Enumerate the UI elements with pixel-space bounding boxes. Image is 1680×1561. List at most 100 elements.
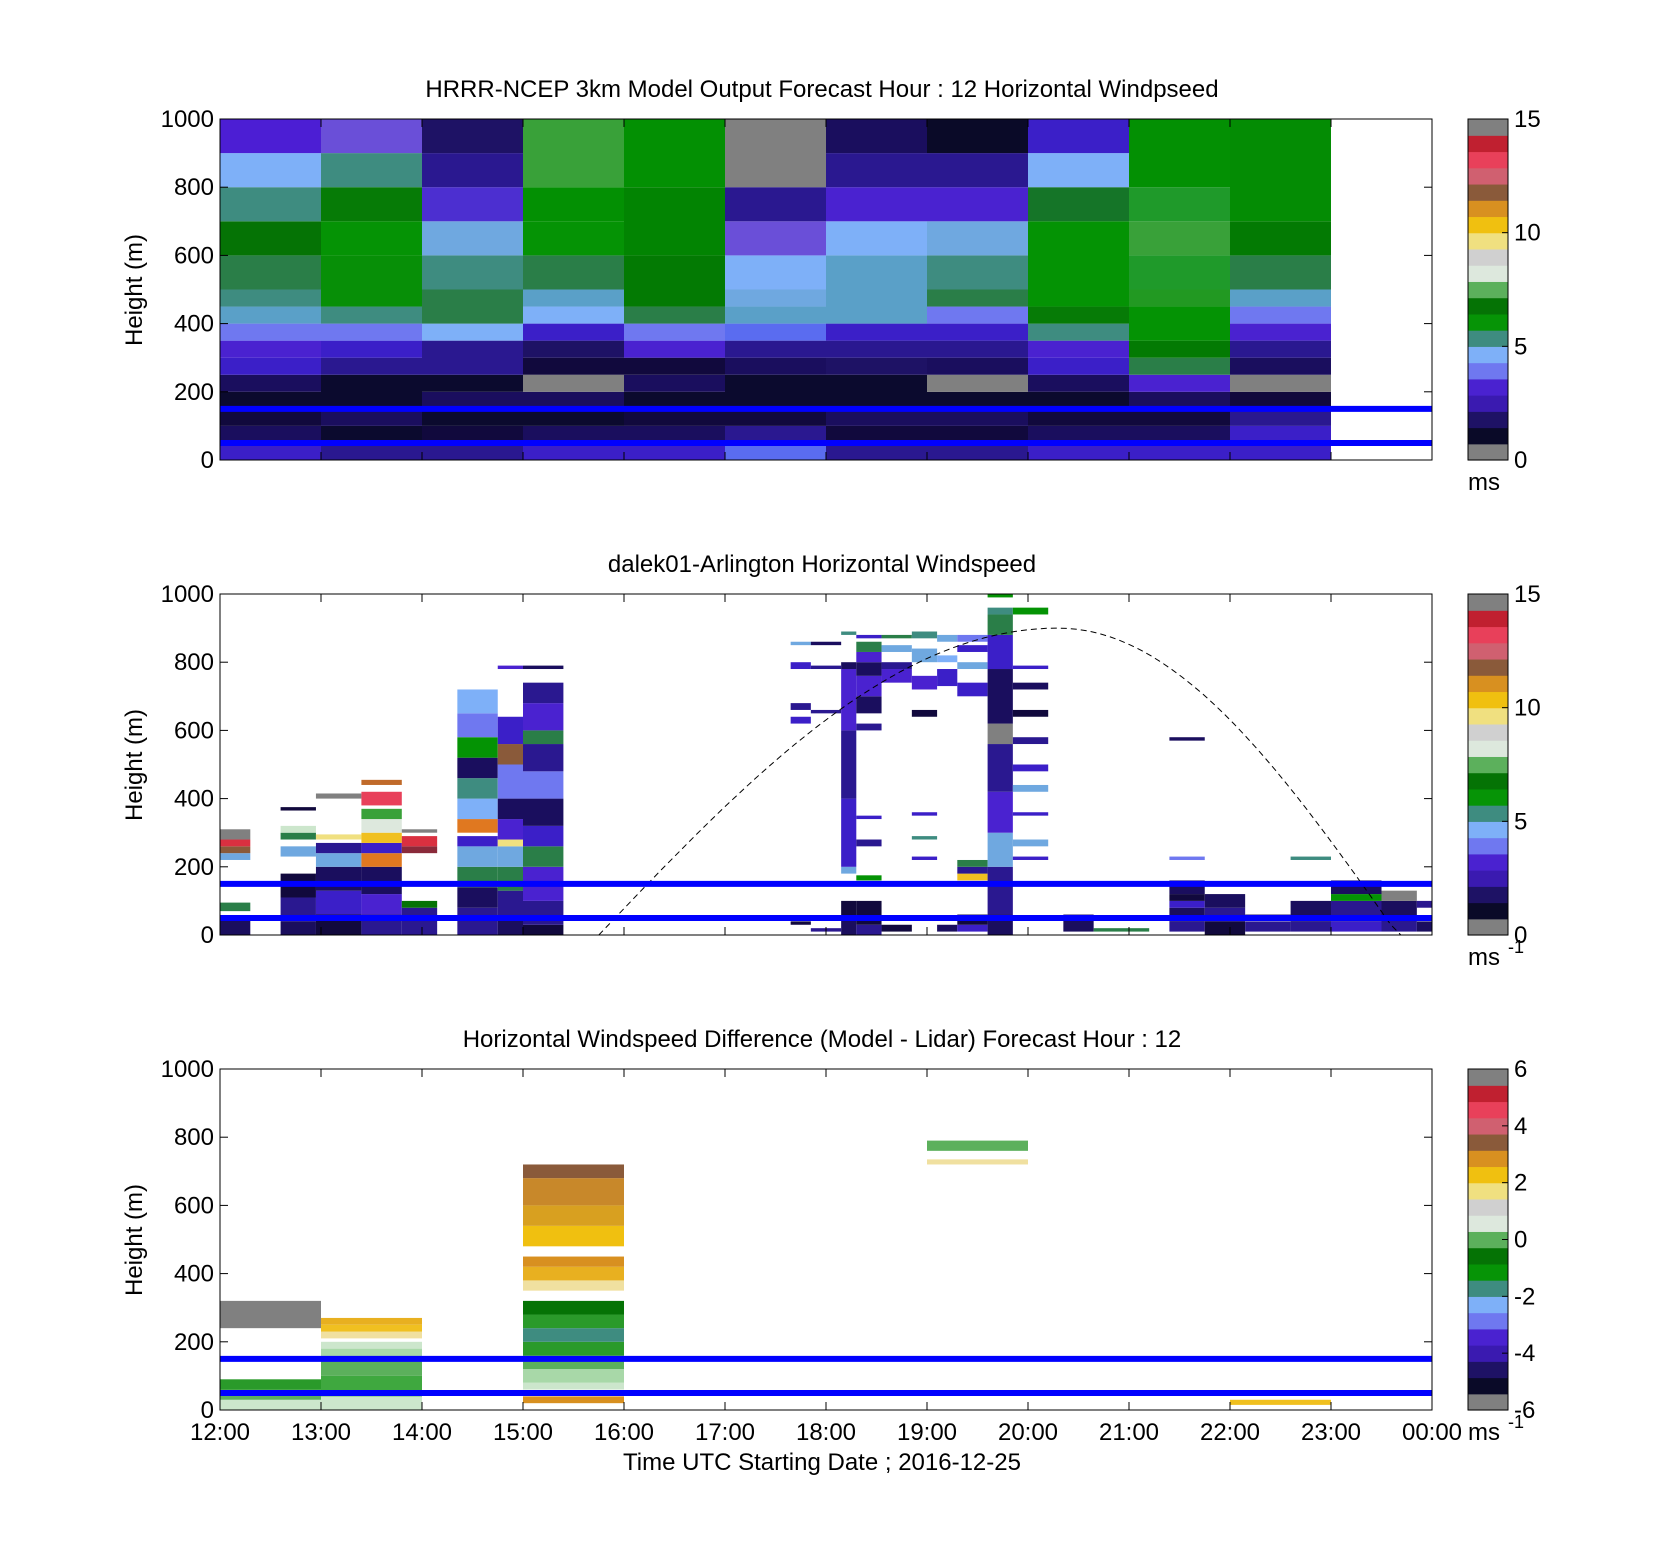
heatmap-cell [1028,221,1129,307]
colorbar-segment [1468,1312,1508,1330]
colorbar-segment [1468,610,1508,628]
heatmap-cell [1290,921,1331,932]
heatmap-cell [1230,289,1331,307]
colorbar-segment [1468,297,1508,315]
heatmap-cell [957,859,988,867]
y-axis-label: Height (m) [121,1184,148,1296]
colorbar-frame [1467,118,1509,461]
heatmap-cell [841,866,857,874]
colorbar-tick-label: 0 [1514,447,1527,474]
heatmap-cell [927,1159,1028,1165]
heatmap-cell [497,665,523,670]
colorbar-tick-label: 0 [1514,922,1527,949]
y-tick-label: 1000 [161,106,214,133]
colorbar-segment [1468,675,1508,693]
x-tick-label: 22:00 [1200,1419,1260,1446]
heatmap-cell [321,425,422,443]
heatmap-cell [856,875,882,881]
lidar-windspeed-panel: dalek01-Arlington Horizontal Windspeed H… [121,551,1541,971]
x-axis-ticks: 12:00 13:00 14:00 15:00 16:00 17:00 18:00 19:00… [190,1069,1462,1446]
heatmap-cell [826,425,927,443]
heatmap-cell [401,900,438,908]
colorbar-segment [1468,330,1508,347]
x-tick-label: 16:00 [594,1419,654,1446]
heatmap-cell [1129,255,1230,290]
y-tick-label: 200 [174,854,214,881]
heatmap-cell [881,662,912,670]
heatmap-cell [497,744,523,765]
heatmap-cell [987,866,1013,915]
heatmap-cell [1416,900,1432,908]
heatmap-cell [725,408,826,426]
heatmap-cell [1169,921,1205,932]
heatmap-cell [321,1358,422,1376]
colorbar-frame [1467,593,1509,936]
heatmap-cell [523,682,564,704]
heatmap-cell [927,119,1028,154]
heatmap-cell [457,907,498,935]
heatmap-cell [624,340,725,358]
heatmap-cell [790,641,811,646]
colorbar-tick-label: 5 [1514,333,1527,360]
heatmap-cell [1129,442,1230,460]
heatmap-cell [220,153,321,188]
heatmap-cell [361,791,402,806]
heatmap-cell [856,839,882,847]
colorbar-segment [1468,837,1508,855]
y-tick-label: 800 [174,174,214,201]
heatmap-cell [826,442,927,460]
heatmap-cell [826,221,927,256]
colorbar-segment [1468,411,1508,429]
heatmap-cell [497,890,523,918]
x-tick-label: 23:00 [1301,1419,1361,1446]
heatmap-cell [321,1396,422,1410]
colorbar-segment [1468,1377,1508,1395]
heatmap-cell [422,425,523,443]
colorbar-segment [1468,395,1508,412]
heatmap-cell [987,744,1013,792]
colorbar-segment [1468,642,1508,660]
heatmap-cell [220,391,321,409]
y-tick-label: 1000 [161,1056,214,1083]
heatmap-cell [315,834,362,840]
heatmap-cell [1129,374,1230,392]
colorbar-segment [1468,772,1508,790]
heatmap-cell [856,662,882,676]
heatmap-cell [321,340,422,358]
heatmap-cell [220,357,321,375]
heatmap-cell [841,798,857,867]
heatmap-cell [321,306,422,324]
y-tick-label: 200 [174,379,214,406]
heatmap-cell [280,807,316,811]
heatmap-cell [911,709,938,717]
heatmap-cell [401,907,438,935]
heatmap-cell [1331,894,1382,901]
heatmap-cell [1028,442,1129,460]
heatmap-cell [987,594,1013,598]
heatmap-cell [856,651,882,663]
heatmap-cell [937,924,958,932]
heatmap-cell [321,1317,422,1325]
y-tick-label: 400 [174,311,214,338]
heatmap-cell [927,408,1028,426]
heatmap-cell [523,1256,624,1267]
colorbar-segment [1468,1117,1508,1135]
y-axis-ticks: 0 200 400 600 800 1000 [161,1056,1432,1424]
heatmap-cell [497,839,523,847]
colorbar: -6 -4 -2 0 2 4 6 ms -1 [1467,1056,1535,1446]
heatmap-cell [523,1280,624,1291]
y-axis-label: Height (m) [121,709,148,821]
heatmap-cell [624,357,725,375]
heatmap-cell [523,221,624,256]
heatmap-cell [523,665,564,670]
heatmap-cell [1230,323,1331,341]
heatmap-cell [1028,374,1129,392]
heatmap-cell [957,662,988,670]
heatmap-cell [624,425,725,443]
heatmap-cell [401,829,438,833]
y-tick-label: 200 [174,1329,214,1356]
heatmap-cell [1028,153,1129,188]
heatmap-cell [280,832,316,840]
x-tick-label: 00:00 [1402,1419,1462,1446]
heatmap-cell [220,306,321,324]
